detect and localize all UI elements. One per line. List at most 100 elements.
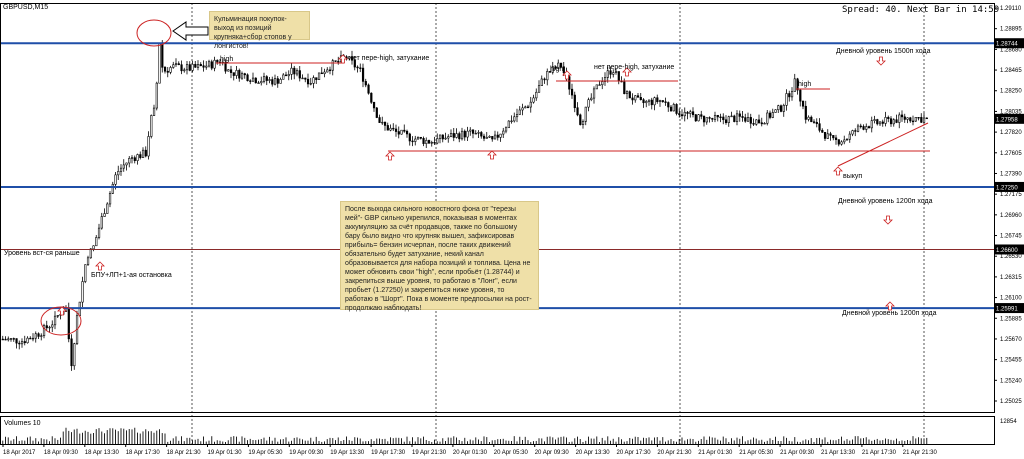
candle-body-254: [700, 114, 703, 117]
candle-body-191: [526, 106, 530, 108]
candle-242: [667, 101, 670, 112]
candle-body-157: [433, 142, 436, 144]
candle-body-97: [268, 79, 271, 81]
candle-35: [97, 223, 101, 240]
candle-323: [889, 116, 893, 127]
candle-237: [653, 96, 656, 111]
candle-body-136: [375, 107, 378, 118]
candle-body-2: [7, 338, 10, 341]
candle-181: [499, 133, 502, 142]
candle-body-84: [232, 72, 235, 76]
candle-52: [144, 146, 147, 158]
candle-84: [232, 72, 235, 81]
candle-292: [804, 100, 807, 124]
candle-body-179: [493, 134, 497, 140]
candle-278: [766, 109, 769, 126]
candle-250: [689, 109, 692, 118]
candle-263: [724, 115, 728, 125]
time-tick-label-21: 21 Apr 17:30: [862, 450, 897, 456]
candle-body-330: [909, 117, 912, 122]
candle-body-30: [84, 264, 87, 282]
candle-290: [799, 88, 802, 107]
candle-body-68: [188, 64, 191, 71]
candle-body-279: [768, 112, 772, 118]
candle-body-108: [298, 70, 301, 79]
candle-270: [744, 113, 747, 123]
candle-38: [106, 202, 109, 214]
candle-325: [895, 114, 898, 124]
candle-88: [243, 72, 246, 79]
candle-body-116: [320, 72, 323, 75]
climax-circle[interactable]: [136, 19, 172, 47]
candle-body-172: [474, 132, 477, 135]
candle-133: [367, 83, 370, 95]
candle-body-256: [705, 117, 708, 123]
candle-body-102: [282, 74, 285, 80]
time-tick-label-13: 20 Apr 09:30: [535, 450, 570, 456]
candle-47: [130, 155, 134, 164]
candle-5: [15, 338, 18, 349]
candle-body-289: [796, 78, 799, 91]
price-tick-label-2: 1.28680: [1000, 47, 1022, 53]
candle-body-154: [425, 140, 428, 144]
candle-body-202: [557, 62, 560, 69]
entry-circle[interactable]: [40, 306, 82, 336]
marker-arrow-icon-9: [95, 261, 105, 271]
candle-186: [513, 112, 516, 123]
marker-arrow-icon-5: [833, 166, 843, 176]
candle-body-318: [876, 119, 879, 125]
candle-body-292: [804, 105, 807, 120]
candles: [1, 40, 928, 371]
trend-support-line[interactable]: [837, 122, 929, 167]
candle-272: [749, 113, 752, 129]
candle-97: [268, 77, 271, 84]
candle-294: [810, 115, 813, 123]
candle-285: [785, 89, 788, 111]
candle-body-155: [427, 140, 431, 144]
candle-36: [100, 212, 103, 230]
candle-54: [150, 114, 153, 139]
candle-333: [917, 117, 920, 121]
candle-body-111: [306, 78, 310, 85]
candle-191: [526, 104, 530, 109]
volume-max-label: 12854: [1000, 419, 1017, 425]
candle-103: [284, 71, 288, 77]
candle-body-198: [546, 71, 549, 81]
candle-283: [779, 104, 783, 113]
candle-body-129: [356, 66, 359, 69]
candle-188: [518, 106, 521, 115]
candle-158: [436, 133, 439, 145]
candle-208: [573, 91, 576, 113]
candle-body-237: [653, 97, 656, 106]
time-tick-label-17: 21 Apr 01:30: [698, 450, 733, 456]
candle-body-186: [513, 116, 516, 122]
candle-60: [166, 67, 169, 78]
candle-body-196: [540, 78, 543, 86]
candle-134: [370, 92, 373, 104]
candle-281: [774, 109, 777, 113]
candle-body-41: [114, 174, 117, 185]
candle-319: [878, 121, 882, 127]
candle-body-275: [757, 119, 761, 124]
candle-body-96: [265, 76, 268, 81]
candle-101: [279, 77, 282, 84]
candle-body-51: [141, 149, 145, 158]
note-analysis-text: После выхода сильного новостного фона от…: [345, 206, 532, 312]
price-tick-label-5: 1.28035: [1000, 109, 1022, 115]
candle-109: [301, 74, 304, 80]
candle-body-42: [117, 171, 120, 176]
candle-171: [471, 128, 475, 139]
candle-296: [815, 118, 818, 128]
candle-45: [125, 162, 128, 171]
candle-267: [735, 110, 739, 126]
annotation-high-3: high: [798, 81, 811, 88]
candle-body-199: [548, 71, 552, 73]
candle-body-70: [194, 63, 197, 68]
candle-329: [906, 117, 909, 124]
arrow-left-icon: [172, 21, 209, 41]
candle-body-259: [713, 114, 717, 120]
time-tick-label-4: 18 Apr 21:30: [167, 450, 202, 456]
candle-293: [807, 115, 810, 122]
candle-105: [290, 63, 293, 80]
